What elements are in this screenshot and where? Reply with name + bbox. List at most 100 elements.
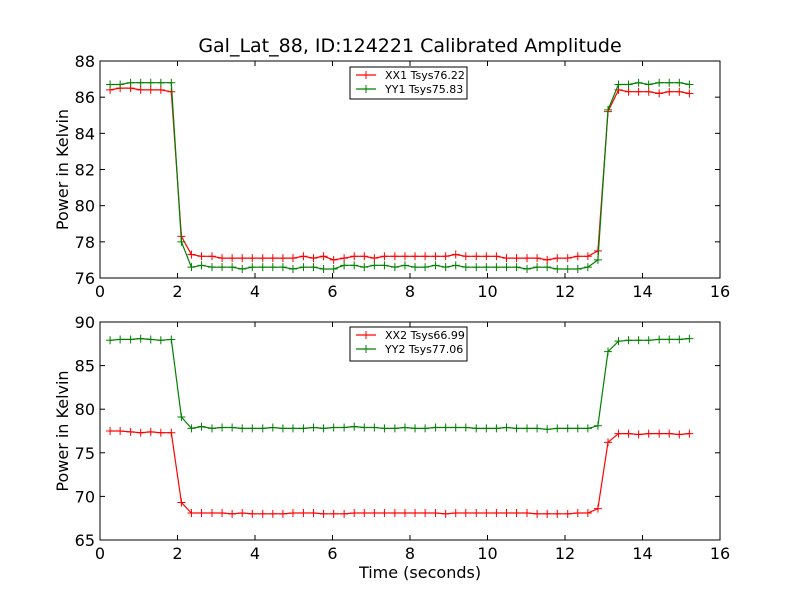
data-point-0-1-53 (644, 80, 653, 89)
data-point-0-0-11 (218, 254, 227, 263)
data-point-1-1-25 (360, 423, 369, 432)
data-point-1-1-37 (482, 424, 491, 433)
data-point-1-0-23 (340, 509, 349, 518)
y-tick-label-0-4: 84 (75, 124, 95, 143)
data-point-0-0-53 (644, 87, 653, 96)
data-point-0-1-32 (431, 261, 440, 270)
data-point-1-1-24 (350, 422, 359, 431)
legend-label-0-1: YY1 Tsys75.83 (384, 83, 463, 96)
data-point-1-1-55 (665, 335, 674, 344)
data-point-0-1-9 (197, 261, 206, 270)
data-point-0-0-57 (685, 89, 694, 98)
data-point-0-1-38 (492, 263, 501, 272)
data-point-0-1-0 (106, 80, 115, 89)
data-point-0-1-27 (380, 261, 389, 270)
data-point-1-1-28 (390, 424, 399, 433)
y-tick-label-1-4: 85 (75, 357, 95, 376)
data-point-1-1-2 (126, 335, 135, 344)
data-point-0-0-13 (238, 254, 247, 263)
data-point-1-1-29 (400, 423, 409, 432)
data-point-1-0-48 (593, 504, 602, 513)
data-point-0-0-44 (553, 254, 562, 263)
data-point-1-1-49 (604, 347, 613, 356)
data-point-0-0-45 (563, 254, 572, 263)
data-point-1-1-18 (288, 424, 297, 433)
data-point-1-0-27 (380, 508, 389, 517)
data-point-0-1-21 (319, 264, 328, 273)
data-point-1-1-53 (644, 336, 653, 345)
data-point-0-1-16 (268, 263, 277, 272)
data-point-1-0-44 (553, 509, 562, 518)
y-tick-label-0-2: 80 (75, 197, 95, 216)
data-point-1-0-14 (248, 509, 257, 518)
data-point-0-0-39 (502, 254, 511, 263)
data-point-1-1-39 (502, 423, 511, 432)
data-point-0-1-43 (543, 263, 552, 272)
data-point-1-1-5 (156, 336, 165, 345)
data-point-1-0-15 (258, 509, 267, 518)
data-point-0-1-24 (350, 261, 359, 270)
data-point-0-0-8 (187, 250, 196, 259)
data-point-1-1-31 (421, 424, 430, 433)
data-point-1-1-27 (380, 424, 389, 433)
data-point-0-0-40 (512, 254, 521, 263)
data-point-1-1-13 (238, 424, 247, 433)
data-point-0-1-36 (472, 263, 481, 272)
data-point-0-0-20 (309, 254, 318, 263)
data-point-0-1-57 (685, 80, 694, 89)
data-point-0-1-14 (248, 263, 257, 272)
data-point-1-1-40 (512, 424, 521, 433)
data-point-1-0-11 (218, 508, 227, 517)
data-point-0-0-34 (451, 250, 460, 259)
data-point-0-1-47 (583, 263, 592, 272)
data-point-0-0-26 (370, 254, 379, 263)
x-axis-label-1: Time (seconds) (358, 563, 481, 582)
series-line-0-1 (110, 82, 690, 270)
data-point-1-1-36 (472, 424, 481, 433)
data-point-1-0-52 (634, 430, 643, 439)
series-line-0-0 (109, 87, 690, 261)
data-point-1-0-5 (156, 428, 165, 437)
x-tick-label-1-8: 16 (710, 544, 730, 563)
x-tick-label-1-2: 4 (250, 544, 260, 563)
data-point-0-0-24 (350, 252, 359, 261)
data-point-1-0-39 (502, 508, 511, 517)
data-point-0-0-19 (299, 252, 308, 261)
x-tick-label-0-3: 6 (327, 282, 337, 301)
series-line-1-0 (110, 430, 690, 515)
data-point-0-1-15 (258, 263, 267, 272)
data-point-0-0-21 (319, 252, 328, 261)
data-point-0-1-29 (400, 261, 409, 270)
data-point-0-0-15 (258, 254, 267, 263)
data-point-0-0-3 (136, 85, 145, 94)
y-tick-label-1-3: 80 (75, 400, 95, 419)
data-point-0-1-49 (604, 105, 613, 114)
data-point-1-1-34 (451, 423, 460, 432)
data-point-1-0-10 (207, 508, 216, 517)
data-point-0-1-20 (309, 263, 318, 272)
data-point-0-0-36 (472, 252, 481, 261)
data-point-0-1-28 (390, 263, 399, 272)
data-point-1-1-32 (431, 423, 440, 432)
data-point-0-0-18 (288, 254, 297, 263)
x-tick-label-0-0: 0 (95, 282, 105, 301)
data-point-1-1-35 (461, 423, 470, 432)
data-point-0-1-6 (167, 78, 176, 87)
x-tick-label-0-8: 16 (710, 282, 730, 301)
y-tick-label-0-0: 76 (75, 269, 95, 288)
y-tick-label-1-2: 75 (75, 444, 95, 463)
data-point-1-0-38 (492, 508, 501, 517)
data-point-1-1-43 (543, 425, 552, 434)
legend-box-0 (349, 66, 468, 100)
series-line-1-1 (110, 337, 690, 430)
data-point-1-1-54 (655, 335, 664, 344)
data-point-1-0-1 (116, 427, 125, 435)
data-point-1-0-25 (360, 508, 369, 517)
data-point-1-0-18 (288, 508, 297, 517)
data-point-1-0-40 (512, 508, 521, 517)
data-point-0-1-40 (512, 263, 521, 272)
top-panel: 0 2 4 6 8 10 12 14 16 76 78 80 82 84 86 88 Power in Kelv… (53, 52, 730, 301)
data-point-1-0-0 (106, 427, 115, 435)
x-tick-label-0-6: 12 (555, 282, 575, 301)
